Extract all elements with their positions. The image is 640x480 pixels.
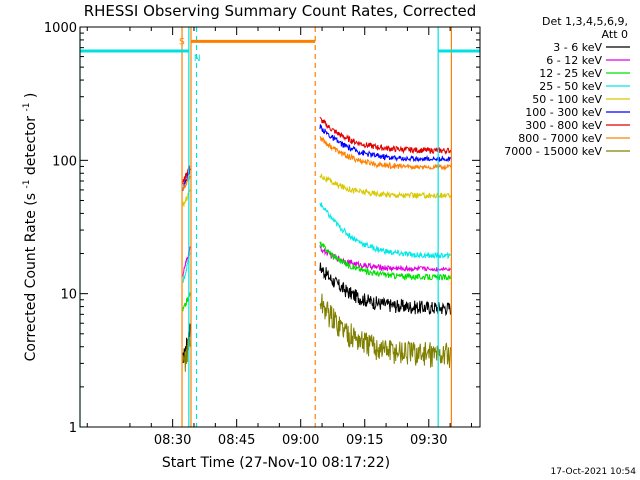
legend-entry-label: 300 - 800 keV xyxy=(525,119,602,132)
x-tick-label: 08:45 xyxy=(218,433,255,448)
legend-entry-label: 25 - 50 keV xyxy=(539,80,602,93)
curve-post-6-12-kev xyxy=(319,245,451,273)
curve-post-7000-15000-kev xyxy=(319,293,451,368)
flag-label-s: S xyxy=(179,37,185,47)
curve-post-25-50-kev xyxy=(319,202,451,260)
y-tick-label: 1000 xyxy=(44,21,77,36)
legend-header-line: Att 0 xyxy=(602,28,628,41)
curve-post-800-7000-kev xyxy=(319,136,451,171)
x-tick-label: 09:15 xyxy=(346,433,383,448)
legend-entry-label: 12 - 25 keV xyxy=(539,67,602,80)
footer-timestamp: 17-Oct-2021 10:54 xyxy=(551,467,637,477)
y-tick-label: 10 xyxy=(60,288,77,303)
y-axis-label-sup1: -1 xyxy=(22,180,32,189)
curve-post-12-25-kev xyxy=(319,241,451,281)
y-axis-label: Corrected Count Rate (s -1 detector -1 ) xyxy=(17,93,39,362)
curve-post-300-800-kev xyxy=(319,116,451,155)
legend-entry-label: 7000 - 15000 keV xyxy=(504,145,602,158)
legend-entry-label: 800 - 7000 keV xyxy=(518,132,602,145)
curve-post-100-300-kev xyxy=(319,124,451,163)
flag-label-n: N xyxy=(194,54,201,64)
legend-entry-label: 50 - 100 keV xyxy=(532,93,602,106)
legend-header-line: Det 1,3,4,5,6,9, xyxy=(542,15,628,28)
y-axis-label-sup2: -1 xyxy=(22,103,32,112)
chart-title: RHESSI Observing Summary Count Rates, Co… xyxy=(84,2,477,20)
y-axis-label-main: Corrected Count Rate (s xyxy=(23,193,39,361)
curve-post-3-6-kev xyxy=(319,262,451,317)
x-tick-label: 09:30 xyxy=(410,433,447,448)
series-curves xyxy=(182,116,451,372)
x-axis-ticks: 08:30 08:45 09:00 09:15 09:30 xyxy=(86,27,472,448)
flag-markers: SN xyxy=(79,27,480,427)
legend-entry-label: 100 - 300 keV xyxy=(525,106,602,119)
curve-post-50-100-kev xyxy=(319,173,451,200)
y-tick-label: 100 xyxy=(52,154,77,169)
x-axis-label: Start Time (27-Nov-10 08:17:22) xyxy=(162,455,390,471)
x-tick-label: 09:00 xyxy=(282,433,319,448)
plot-frame xyxy=(79,26,481,428)
y-axis-ticks: 1 10 100 1000 xyxy=(44,21,480,436)
x-tick-label: 08:30 xyxy=(154,433,191,448)
y-axis-label-mid: detector xyxy=(23,116,39,175)
legend-entry-label: 6 - 12 keV xyxy=(546,54,602,67)
legend-entry-label: 3 - 6 keV xyxy=(553,41,602,54)
y-tick-label: 1 xyxy=(69,421,77,436)
y-axis-label-end: ) xyxy=(23,93,39,98)
